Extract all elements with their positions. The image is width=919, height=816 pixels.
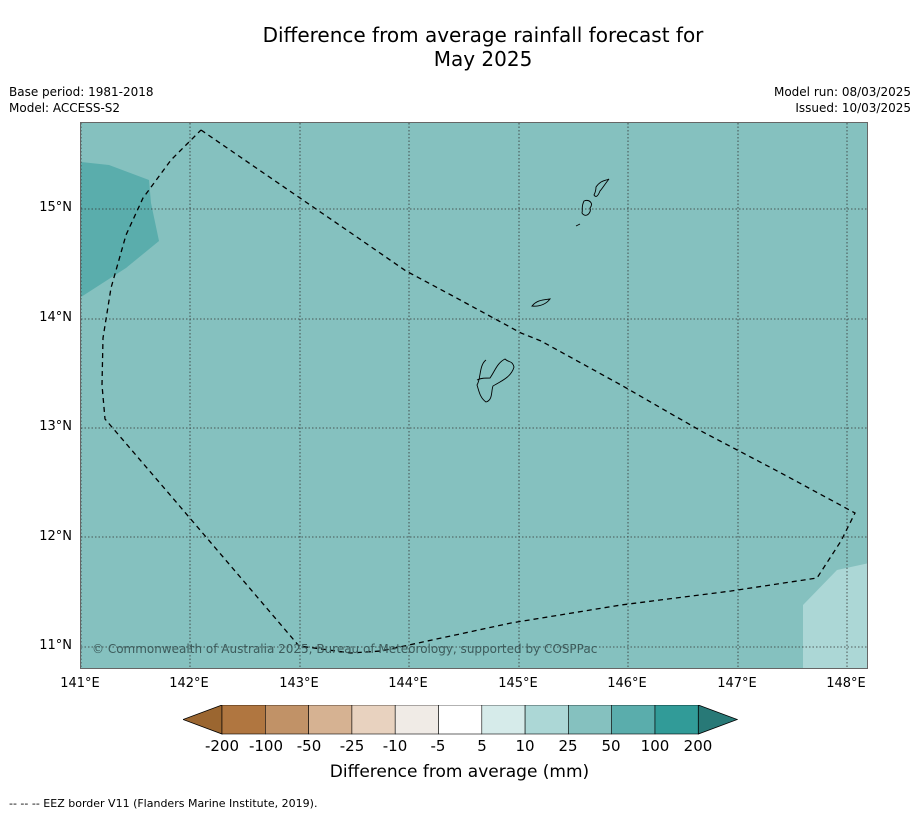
- lon-label-146e: 146°E: [607, 676, 647, 691]
- lat-label-12n: 12°N: [39, 529, 72, 544]
- lon-label-141e: 141°E: [60, 676, 100, 691]
- lat-label-13n: 13°N: [39, 419, 72, 434]
- colorbar-label-10: 10: [515, 737, 535, 755]
- eez-footnote: -- -- -- EEZ border V11 (Flanders Marine…: [9, 797, 318, 810]
- lon-label-142e: 142°E: [169, 676, 209, 691]
- lat-label-14n: 14°N: [39, 310, 72, 325]
- lon-label-143e: 143°E: [279, 676, 319, 691]
- colorbar-label-neg200: -200: [204, 737, 240, 755]
- model-run: Model run: 08/03/2025: [773, 85, 911, 99]
- island-rota: [531, 298, 552, 307]
- colorbar-label-50: 50: [601, 737, 621, 755]
- wetter-area-southeast: [803, 563, 867, 668]
- island-guam: [476, 358, 515, 403]
- islands: [476, 178, 610, 403]
- colorbar-label-neg5: -5: [430, 737, 446, 755]
- colorbar-label-neg25: -25: [339, 737, 365, 755]
- issued-date: Issued: 10/03/2025: [795, 101, 911, 115]
- colorbar-segment: [654, 705, 699, 735]
- colorbar-segment: [351, 705, 396, 735]
- colorbar-segment: [265, 705, 309, 735]
- title-line-2: May 2025: [433, 47, 533, 71]
- colorbar-segment: [524, 705, 569, 735]
- title-line-1: Difference from average rainfall forecas…: [262, 23, 704, 47]
- eez-border: [101, 129, 856, 654]
- lon-label-145e: 145°E: [498, 676, 538, 691]
- colorbar-segment: [611, 705, 656, 735]
- island-aguijan: [575, 223, 581, 227]
- graticule: [81, 123, 867, 668]
- colorbar-label-5: 5: [477, 737, 487, 755]
- colorbar-title: Difference from average (mm): [329, 762, 590, 782]
- colorbar-segment: [394, 705, 439, 735]
- lon-label-144e: 144°E: [388, 676, 428, 691]
- colorbar-segment: [481, 705, 526, 735]
- model-name: Model: ACCESS-S2: [9, 101, 121, 115]
- colorbar-extend-low: [183, 705, 223, 735]
- colorbar-segment: [438, 705, 483, 735]
- copyright-notice: © Commonwealth of Australia 2025, Bureau…: [92, 642, 598, 656]
- lat-label-15n: 15°N: [39, 200, 72, 215]
- colorbar-segment: [308, 705, 353, 735]
- lon-label-148e: 148°E: [826, 676, 866, 691]
- map-panel[interactable]: [80, 122, 868, 669]
- colorbar-label-neg50: -50: [296, 737, 322, 755]
- colorbar-label-25: 25: [558, 737, 578, 755]
- colorbar-segment: [221, 705, 266, 735]
- base-period: Base period: 1981-2018: [9, 85, 154, 99]
- lon-label-147e: 147°E: [717, 676, 757, 691]
- colorbar-label-neg100: -100: [248, 737, 284, 755]
- colorbar-label-200: 200: [683, 737, 713, 755]
- colorbar-extend-high: [697, 705, 738, 735]
- lat-label-11n: 11°N: [39, 638, 72, 653]
- map-canvas: [81, 123, 867, 668]
- colorbar-segment: [568, 705, 612, 735]
- chart-title: Difference from average rainfall forecas…: [0, 23, 919, 71]
- forecast-background: [81, 123, 867, 668]
- island-tinian: [581, 200, 592, 216]
- colorbar-label-100: 100: [640, 737, 670, 755]
- colorbar-label-neg10: -10: [382, 737, 408, 755]
- island-saipan: [593, 178, 610, 197]
- meta-left: Base period: 1981-2018 Model: ACCESS-S2: [9, 84, 154, 116]
- wetter-area-west: [81, 162, 159, 297]
- colorbar: [183, 705, 738, 735]
- meta-right: Model run: 08/03/2025 Issued: 10/03/2025: [774, 84, 911, 116]
